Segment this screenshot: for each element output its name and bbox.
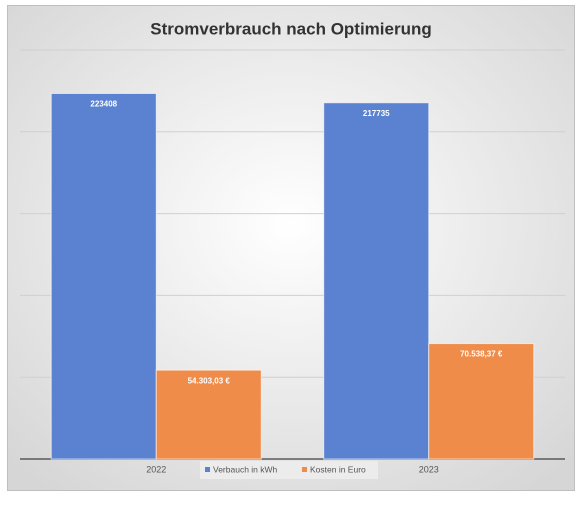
legend-label: Kosten in Euro: [310, 464, 366, 474]
legend-swatch: [205, 467, 210, 472]
chart-title: Stromverbrauch nach Optimierung: [150, 19, 432, 38]
x-tick-label: 2022: [146, 464, 166, 474]
data-label: 223408: [90, 100, 117, 109]
bar: [323, 102, 430, 460]
x-tick-label: 2023: [419, 464, 439, 474]
data-label: 54.303,03 €: [188, 376, 231, 385]
legend-swatch: [302, 467, 307, 472]
legend-label: Verbauch in kWh: [213, 464, 278, 474]
data-label: 217735: [363, 109, 390, 118]
bar: [50, 93, 157, 460]
legend-box: [200, 461, 378, 479]
data-label: 70.538,37 €: [460, 350, 503, 359]
bar: [428, 343, 535, 460]
bar: [155, 369, 262, 460]
